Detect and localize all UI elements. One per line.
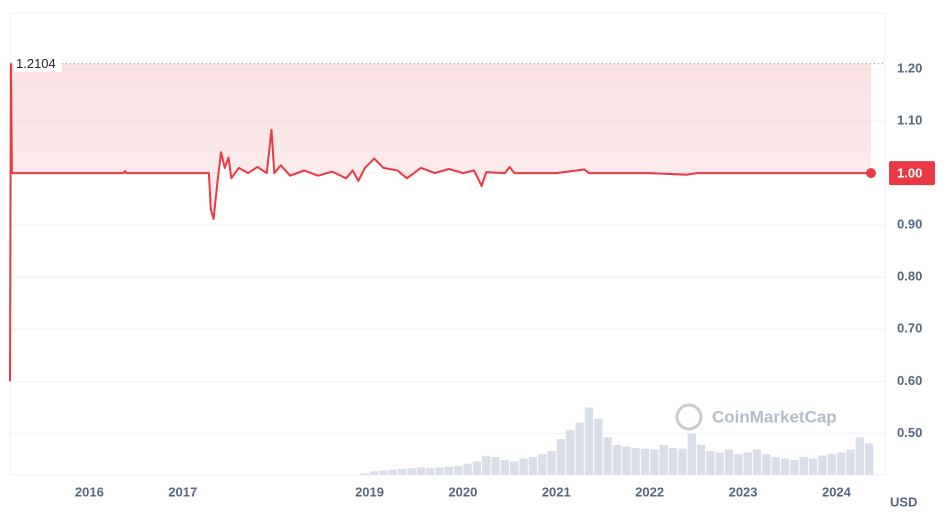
- volume-bar: [743, 452, 752, 475]
- volume-bar: [594, 418, 603, 475]
- volume-bar: [398, 469, 407, 475]
- volume-bar: [790, 460, 799, 475]
- volume-bar: [407, 468, 416, 475]
- y-tick-label: 0.90: [897, 217, 922, 232]
- x-tick-label: 2021: [542, 484, 571, 499]
- volume-bar: [631, 448, 640, 475]
- watermark-logo: [675, 403, 703, 431]
- volume-bar: [491, 457, 500, 475]
- volume-bar: [454, 466, 463, 475]
- price-area: [10, 63, 871, 382]
- volume-bar: [370, 471, 379, 475]
- y-tick-label: 0.70: [897, 321, 922, 336]
- volume-bar: [622, 446, 631, 475]
- watermark: CoinMarketCap: [675, 403, 837, 431]
- current-label: 1.00: [897, 166, 922, 181]
- x-tick-label: 2017: [168, 484, 197, 499]
- volume-bar: [584, 407, 594, 475]
- price-line: [9, 62, 871, 382]
- volume-bar: [519, 458, 528, 475]
- y-tick-label: 0.80: [897, 269, 922, 284]
- volume-bar: [752, 449, 762, 475]
- volume-bar: [547, 451, 556, 475]
- volume-bar: [640, 448, 650, 475]
- volume-bar: [482, 456, 491, 475]
- volume-bar: [696, 445, 706, 475]
- volume-bar: [444, 466, 454, 475]
- volume-bar: [528, 457, 538, 475]
- volume-bar: [678, 448, 687, 475]
- volume-bar: [360, 473, 370, 475]
- current-dot: [865, 168, 876, 179]
- x-tick-label: 2020: [448, 484, 477, 499]
- x-tick-label: 2022: [635, 484, 664, 499]
- volume-bar: [724, 449, 734, 475]
- x-tick-label: 2019: [355, 484, 384, 499]
- y-tick-label: 1.20: [897, 60, 922, 75]
- y-axis-unit: USD: [890, 494, 917, 509]
- volume-bar: [687, 433, 696, 475]
- y-tick-label: 0.50: [897, 425, 922, 440]
- volume-bar: [566, 430, 575, 475]
- volume-bar: [668, 448, 678, 475]
- volume-bar: [603, 437, 612, 475]
- volume-bar: [500, 460, 510, 475]
- volume-bar: [538, 454, 547, 475]
- volume-bar: [659, 445, 668, 475]
- volume-bar: [799, 457, 808, 475]
- volume-bar: [472, 461, 482, 475]
- volume-bar: [864, 443, 874, 475]
- max-label-bg: [14, 55, 62, 72]
- volume-bar: [463, 463, 472, 475]
- volume-bar: [780, 458, 790, 475]
- volume-bar: [706, 451, 715, 475]
- volume-bar: [510, 461, 519, 475]
- y-tick-label: 0.60: [897, 373, 922, 388]
- max-label: 1.2104: [16, 56, 56, 71]
- volume-bar: [808, 458, 818, 475]
- x-tick-label: 2016: [75, 484, 104, 499]
- volume-bar: [818, 455, 827, 475]
- volume-bar: [846, 449, 855, 475]
- volume-bar: [827, 454, 836, 475]
- volume-bar: [650, 449, 659, 475]
- volume-bar: [435, 467, 444, 475]
- volume-bar: [762, 454, 771, 475]
- volume-bar: [771, 457, 780, 475]
- volume-bar: [379, 470, 388, 475]
- watermark-text: CoinMarketCap: [712, 407, 837, 426]
- volume-bar: [612, 445, 622, 475]
- volume-bar: [426, 468, 435, 475]
- x-tick-label: 2024: [822, 484, 852, 499]
- x-tick-label: 2023: [729, 484, 758, 499]
- volume-bar: [556, 439, 566, 475]
- current-label-bg: [889, 161, 935, 186]
- volume-bar: [388, 469, 398, 475]
- y-tick-label: 1.10: [897, 113, 922, 128]
- volume-bar: [575, 422, 584, 475]
- volume-bar: [416, 467, 426, 475]
- volume-bar: [734, 454, 743, 475]
- volume-bar: [836, 452, 846, 475]
- volume-bar: [855, 437, 864, 475]
- volume-bar: [715, 452, 724, 475]
